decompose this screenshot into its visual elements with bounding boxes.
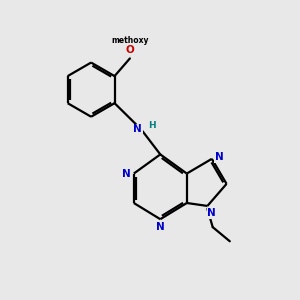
Text: N: N xyxy=(156,222,165,232)
Text: N: N xyxy=(215,152,224,162)
Text: N: N xyxy=(208,208,216,218)
Text: H: H xyxy=(148,122,156,130)
Text: N: N xyxy=(133,124,142,134)
Text: O: O xyxy=(125,46,134,56)
Text: N: N xyxy=(122,169,131,178)
Text: methoxy: methoxy xyxy=(112,36,149,45)
